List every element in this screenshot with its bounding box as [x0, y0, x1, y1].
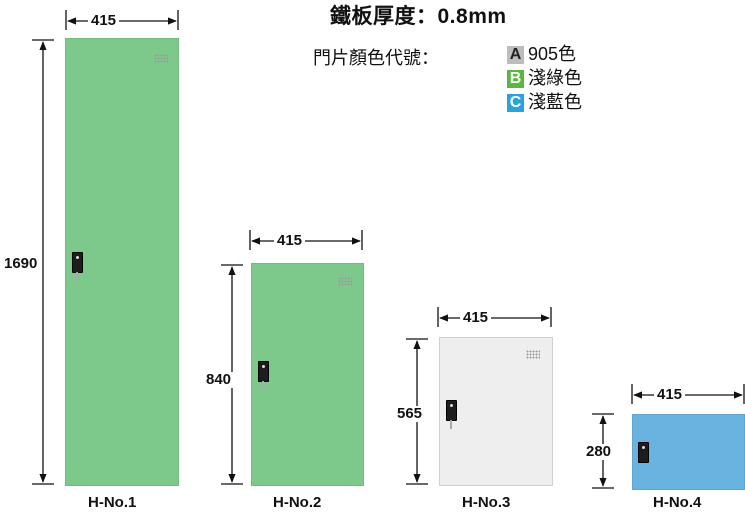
height-label-1: 1690: [1, 256, 41, 272]
locker-door-1: [65, 38, 179, 486]
vent-icon: [526, 350, 540, 359]
locker-door-2: [251, 263, 364, 486]
lock-icon: [258, 361, 269, 382]
legend-item-c: C 淺藍色: [507, 90, 582, 114]
vent-icon: [154, 54, 168, 63]
legend-name-c: 淺藍色: [528, 92, 582, 112]
lock-icon: [638, 442, 649, 463]
swatch-b: B: [507, 70, 524, 89]
height-label-2: 840: [203, 372, 235, 388]
thickness-label: 鐵板厚度：0.8mm: [330, 5, 507, 28]
vent-icon: [338, 277, 352, 286]
height-label-3: 565: [394, 406, 426, 422]
legend-item-a: A 905色: [507, 42, 582, 66]
model-label-3: H-No.3: [462, 494, 511, 511]
model-label-4: H-No.4: [653, 494, 702, 511]
lock-icon: [72, 252, 83, 273]
width-label-1: 415: [88, 13, 120, 29]
lock-icon: [446, 400, 457, 421]
width-label-4: 415: [654, 387, 686, 403]
key-icon: [262, 381, 264, 390]
locker-door-3: [439, 337, 553, 486]
key-icon: [76, 272, 78, 281]
height-label-4: 280: [583, 444, 615, 460]
model-label-2: H-No.2: [273, 494, 322, 511]
key-icon: [450, 420, 452, 429]
locker-door-4: [632, 414, 745, 490]
legend-item-b: B 淺綠色: [507, 66, 582, 90]
model-label-1: H-No.1: [88, 494, 137, 511]
swatch-c: C: [507, 94, 524, 113]
legend-name-b: 淺綠色: [528, 68, 582, 88]
color-code-label: 門片顏色代號：: [313, 48, 439, 68]
width-label-3: 415: [460, 310, 492, 326]
swatch-a: A: [507, 46, 524, 65]
color-legend: A 905色 B 淺綠色 C 淺藍色: [507, 42, 582, 114]
legend-name-a: 905色: [528, 44, 577, 64]
width-label-2: 415: [274, 233, 306, 249]
